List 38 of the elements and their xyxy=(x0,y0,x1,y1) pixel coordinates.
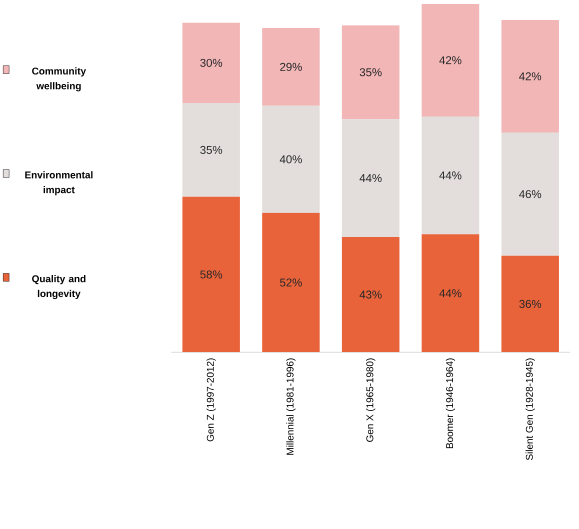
x-tick-label: Gen Z (1997-2012) xyxy=(206,358,216,442)
data-label: 40% xyxy=(280,155,302,164)
bar xyxy=(422,4,480,117)
data-label: 42% xyxy=(519,72,542,80)
data-label: 42% xyxy=(439,56,462,64)
data-label: 36% xyxy=(519,300,542,308)
x-tick-label: Boomer (1946-1964) xyxy=(446,358,456,448)
data-label: 44% xyxy=(439,289,462,298)
bar xyxy=(422,234,480,352)
bar xyxy=(342,119,400,238)
bar xyxy=(501,256,559,352)
bar xyxy=(262,106,320,213)
legend-label: Community wellbeing xyxy=(32,67,86,92)
data-label: 29% xyxy=(280,63,302,72)
data-label: 43% xyxy=(360,290,382,299)
data-label: 44% xyxy=(439,172,462,180)
legend-label: Quality and longevity xyxy=(32,275,86,300)
x-tick-label: Silent Gen (1928-1945) xyxy=(526,358,535,460)
bar xyxy=(182,22,240,104)
bar xyxy=(342,237,400,352)
bar xyxy=(262,28,320,106)
bar xyxy=(501,132,559,256)
bar xyxy=(342,26,400,120)
x-tick-label: Millennial (1981-1996) xyxy=(286,358,296,455)
bar xyxy=(501,20,559,133)
bar xyxy=(262,213,320,352)
data-label: 46% xyxy=(519,190,542,198)
data-label: 58% xyxy=(200,270,222,279)
legend-label: Environmental impact xyxy=(25,171,93,196)
data-label: 35% xyxy=(200,146,222,154)
data-label: 30% xyxy=(200,58,222,68)
x-tick-label: Gen X (1965-1980) xyxy=(366,358,376,442)
bar xyxy=(182,196,240,352)
data-label: 44% xyxy=(360,174,382,182)
bar xyxy=(182,103,240,197)
data-label: 52% xyxy=(280,278,302,287)
data-label: 35% xyxy=(360,68,382,76)
bar xyxy=(422,116,480,234)
